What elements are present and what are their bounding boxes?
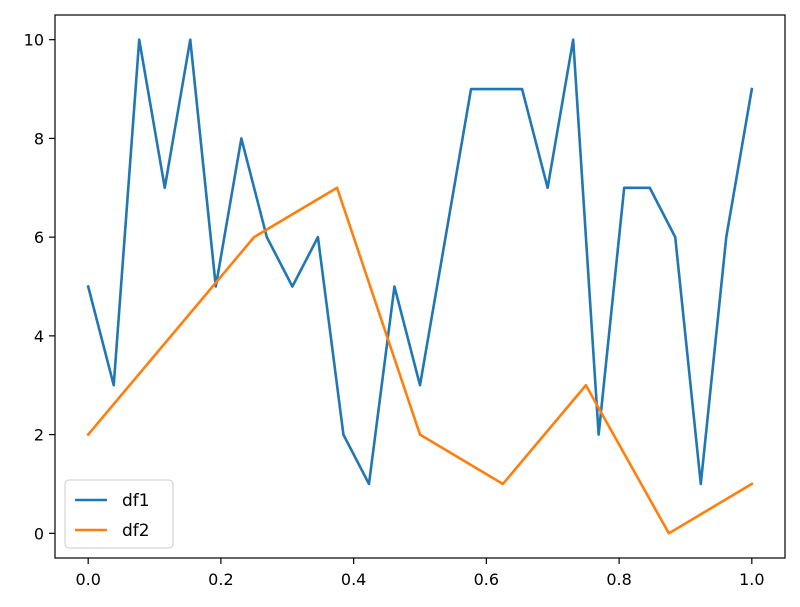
legend-label-df2: df2 bbox=[122, 521, 150, 541]
y-tick-label: 8 bbox=[34, 129, 44, 148]
legend-box bbox=[64, 479, 174, 549]
y-axis-ticks: 0 2 4 6 8 10 bbox=[24, 31, 55, 543]
x-tick-label: 0.8 bbox=[606, 570, 631, 589]
x-axis-ticks: 0.0 0.2 0.4 0.6 0.8 1.0 bbox=[75, 558, 765, 589]
y-tick-label: 0 bbox=[34, 524, 44, 543]
x-tick-label: 0.4 bbox=[341, 570, 366, 589]
x-tick-label: 0.0 bbox=[75, 570, 100, 589]
legend-label-df1: df1 bbox=[122, 491, 150, 511]
x-tick-label: 0.2 bbox=[208, 570, 233, 589]
x-tick-label: 1.0 bbox=[739, 570, 764, 589]
legend: df1 df2 bbox=[64, 479, 174, 549]
series-line-df2 bbox=[86, 186, 754, 535]
axes-frame bbox=[54, 14, 786, 559]
x-tick-label: 0.6 bbox=[474, 570, 499, 589]
y-tick-label: 4 bbox=[34, 327, 44, 346]
y-tick-label: 2 bbox=[34, 426, 44, 445]
y-tick-label: 6 bbox=[34, 228, 44, 247]
y-tick-label: 10 bbox=[24, 31, 44, 50]
series-line-df1 bbox=[86, 38, 754, 486]
series-layer bbox=[86, 38, 754, 535]
